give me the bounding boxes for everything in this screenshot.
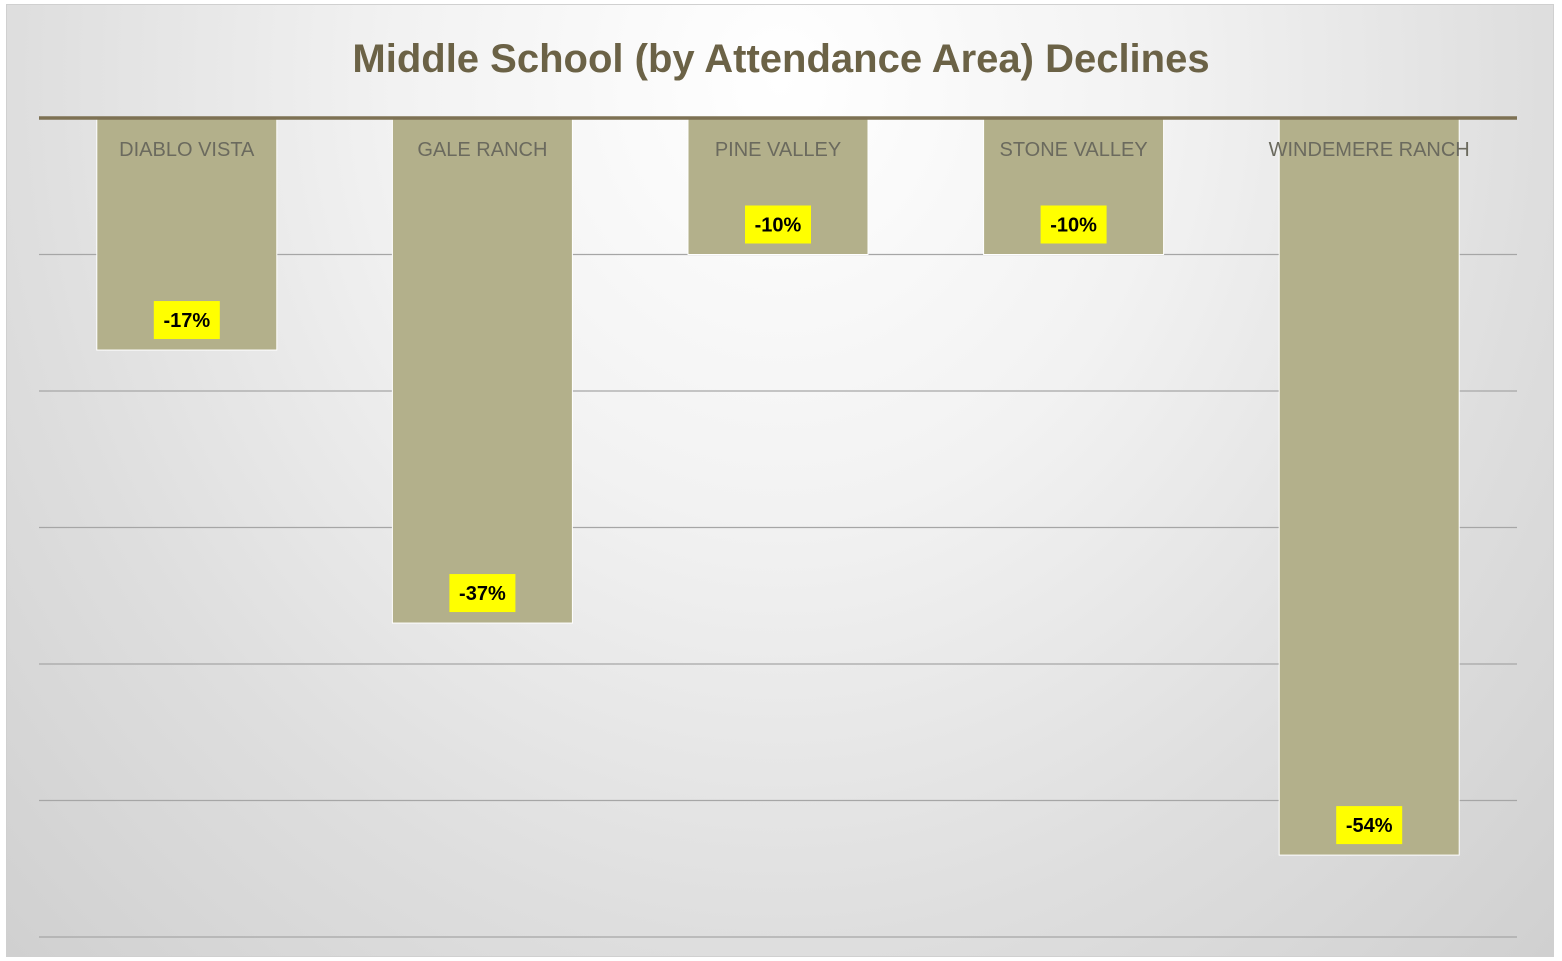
data-label-background [745, 205, 811, 244]
gridlines [39, 253, 1517, 938]
chart-title: Middle School (by Attendance Area) Decli… [352, 37, 1210, 81]
data-label-value: -54% [1346, 815, 1393, 837]
data-label-value: -10% [1050, 215, 1097, 237]
chart-area: Middle School (by Attendance Area) Decli… [6, 4, 1554, 957]
data-label: -10% [745, 205, 811, 244]
data-label: -54% [1336, 806, 1403, 845]
category-label: GALE RANCH [417, 139, 547, 161]
bar-gale-ranch [391, 117, 573, 624]
data-label-value: -37% [459, 583, 506, 605]
category-label: DIABLO VISTA [119, 139, 255, 161]
bar-windemere-ranch [1278, 117, 1460, 856]
category-label: PINE VALLEY [715, 139, 841, 161]
data-label-background [1336, 806, 1403, 845]
category-label: WINDEMERE RANCH [1269, 139, 1470, 161]
labels: DIABLO VISTA -17% GALE RANCH -37% PINE VALLE… [119, 139, 1470, 845]
data-label-value: -17% [163, 310, 210, 332]
data-label: -17% [153, 301, 220, 340]
bars [96, 117, 1460, 856]
category-label: STONE VALLEY [999, 139, 1147, 161]
data-label: -37% [449, 574, 516, 613]
data-label-background [449, 574, 516, 613]
data-label-value: -10% [755, 215, 802, 237]
data-label: -10% [1040, 205, 1107, 244]
chart-plot: DIABLO VISTA -17% GALE RANCH -37% PINE VALLE… [39, 116, 1517, 938]
data-label-background [153, 301, 220, 340]
data-label-background [1040, 205, 1107, 244]
